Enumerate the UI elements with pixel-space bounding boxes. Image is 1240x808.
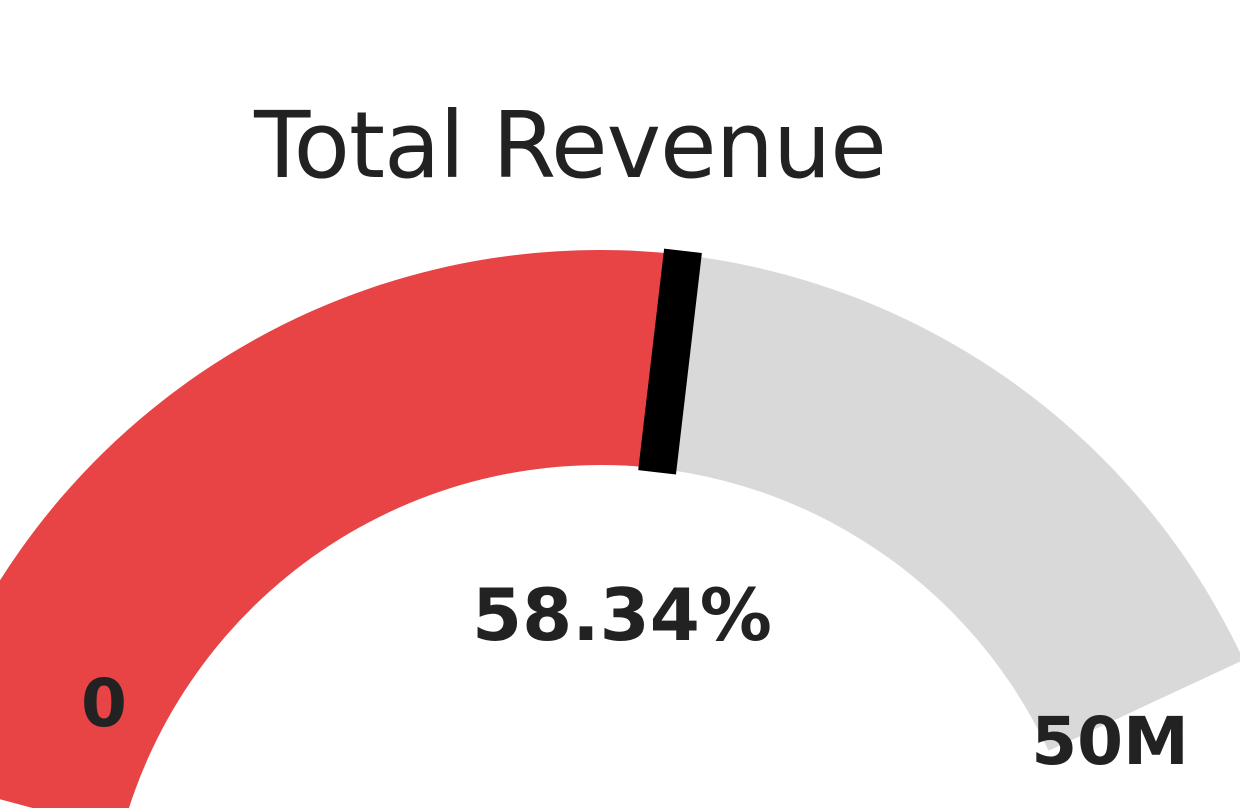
gauge-value-label: 58.34% [472,573,772,657]
gauge-fill [0,250,683,808]
gauge-needle [638,248,702,475]
gauge-min-label: 0 [81,665,127,742]
gauge-max-label: 50M [1031,703,1189,780]
chart-title: Total Revenue [254,92,887,199]
